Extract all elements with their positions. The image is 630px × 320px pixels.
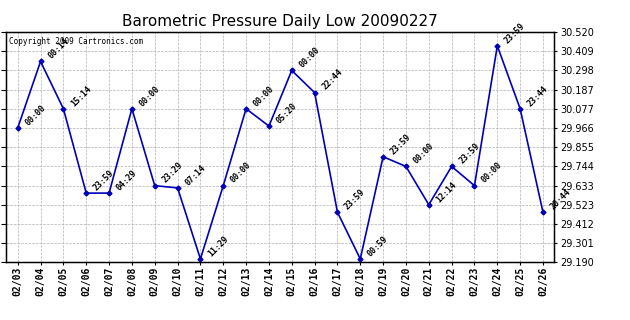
Text: 00:00: 00:00: [297, 46, 321, 70]
Text: 12:14: 12:14: [434, 180, 459, 204]
Title: Barometric Pressure Daily Low 20090227: Barometric Pressure Daily Low 20090227: [122, 14, 438, 29]
Text: 05:20: 05:20: [275, 101, 299, 125]
Text: 23:59: 23:59: [457, 142, 481, 166]
Text: 15:14: 15:14: [69, 84, 93, 108]
Text: 11:29: 11:29: [206, 234, 230, 258]
Text: 23:59: 23:59: [503, 21, 527, 45]
Text: 22:44: 22:44: [320, 68, 344, 92]
Text: 20:44: 20:44: [549, 187, 573, 212]
Text: 23:29: 23:29: [160, 161, 185, 185]
Text: 00:00: 00:00: [229, 161, 253, 185]
Text: 00:14: 00:14: [46, 36, 70, 61]
Text: 00:00: 00:00: [411, 142, 435, 166]
Text: 00:00: 00:00: [23, 103, 47, 127]
Text: 04:29: 04:29: [115, 168, 139, 192]
Text: 00:00: 00:00: [137, 84, 161, 108]
Text: 23:44: 23:44: [525, 84, 550, 108]
Text: 00:00: 00:00: [480, 161, 504, 185]
Text: 00:59: 00:59: [366, 234, 390, 258]
Text: 23:59: 23:59: [92, 168, 116, 192]
Text: 23:59: 23:59: [343, 187, 367, 212]
Text: 00:00: 00:00: [251, 84, 276, 108]
Text: 07:14: 07:14: [183, 163, 207, 187]
Text: Copyright 2009 Cartronics.com: Copyright 2009 Cartronics.com: [9, 36, 143, 46]
Text: 23:59: 23:59: [389, 132, 413, 156]
